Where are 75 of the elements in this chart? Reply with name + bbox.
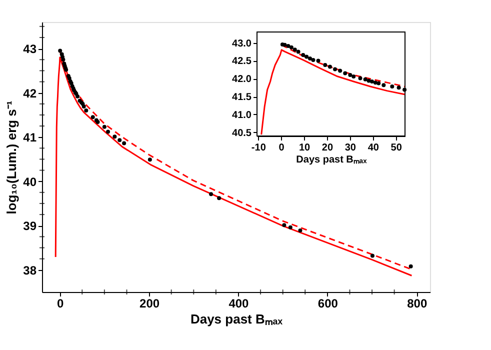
- x-tick-label: 50: [390, 142, 402, 154]
- x-tick-label: 30: [344, 142, 356, 154]
- point: [352, 74, 356, 78]
- point: [408, 264, 413, 268]
- point: [84, 108, 88, 113]
- point: [382, 83, 386, 88]
- point: [338, 68, 342, 73]
- point: [366, 78, 371, 83]
- point: [363, 77, 368, 82]
- point: [373, 80, 378, 85]
- point: [288, 225, 292, 230]
- y-tick-label: 40: [23, 174, 37, 189]
- point: [292, 48, 297, 52]
- point: [370, 79, 374, 84]
- y-tick-label: 38: [23, 263, 37, 278]
- point: [396, 86, 401, 90]
- x-axis-title: Days past Bₘₐₓ: [190, 312, 283, 326]
- point: [58, 48, 62, 53]
- point: [148, 158, 152, 162]
- point: [82, 104, 86, 109]
- point: [67, 76, 72, 80]
- point: [402, 88, 407, 92]
- point: [304, 54, 309, 59]
- y-tick-label: 40.5: [232, 128, 252, 139]
- point: [296, 50, 300, 54]
- point: [333, 67, 338, 72]
- point: [298, 228, 302, 232]
- x-tick-label: 40: [368, 142, 380, 154]
- point: [316, 58, 320, 63]
- x-tick-label: 10: [298, 142, 311, 154]
- y-axis-title: log₁₀(Lum.) erg s⁻¹: [4, 100, 20, 214]
- point: [311, 58, 316, 62]
- y-tick-label: 42: [23, 86, 37, 100]
- point: [343, 71, 348, 76]
- point: [209, 192, 214, 196]
- point: [308, 56, 312, 61]
- point: [289, 45, 294, 50]
- point: [358, 76, 362, 80]
- y-tick-label: 41: [23, 130, 37, 145]
- x-tick-label: 0: [278, 142, 285, 154]
- point: [76, 94, 80, 98]
- point: [301, 52, 306, 57]
- x-tick-label: -10: [251, 142, 266, 154]
- point: [323, 62, 328, 67]
- x-axis-title: Days past Bₘₐₓ: [296, 154, 368, 166]
- x-tick-label: 400: [228, 296, 250, 310]
- point: [370, 254, 374, 258]
- point: [328, 64, 332, 69]
- x-tick-label: 200: [140, 296, 160, 310]
- y-tick-label: 41.5: [232, 92, 252, 104]
- point: [376, 81, 381, 86]
- point: [90, 115, 95, 120]
- point: [112, 134, 117, 139]
- y-tick-label: 41.0: [232, 110, 252, 121]
- point: [106, 130, 110, 134]
- y-tick-label: 43: [23, 42, 37, 56]
- y-tick-label: 39: [23, 219, 37, 234]
- point: [282, 42, 287, 47]
- point: [390, 84, 394, 89]
- point: [118, 138, 122, 142]
- y-tick-label: 43.0: [232, 38, 252, 50]
- x-tick-label: 20: [322, 142, 334, 154]
- point: [217, 196, 222, 200]
- x-tick-label: 0: [56, 296, 64, 310]
- y-tick-label: 42.5: [232, 56, 252, 68]
- point: [348, 73, 352, 78]
- point: [286, 44, 290, 48]
- point: [61, 58, 66, 62]
- point: [102, 124, 106, 129]
- x-tick-label: 800: [407, 296, 428, 310]
- point: [122, 141, 126, 146]
- line-series: [260, 49, 406, 136]
- point: [282, 223, 286, 228]
- x-tick-label: 600: [318, 296, 338, 310]
- y-tick-label: 42.0: [232, 74, 252, 86]
